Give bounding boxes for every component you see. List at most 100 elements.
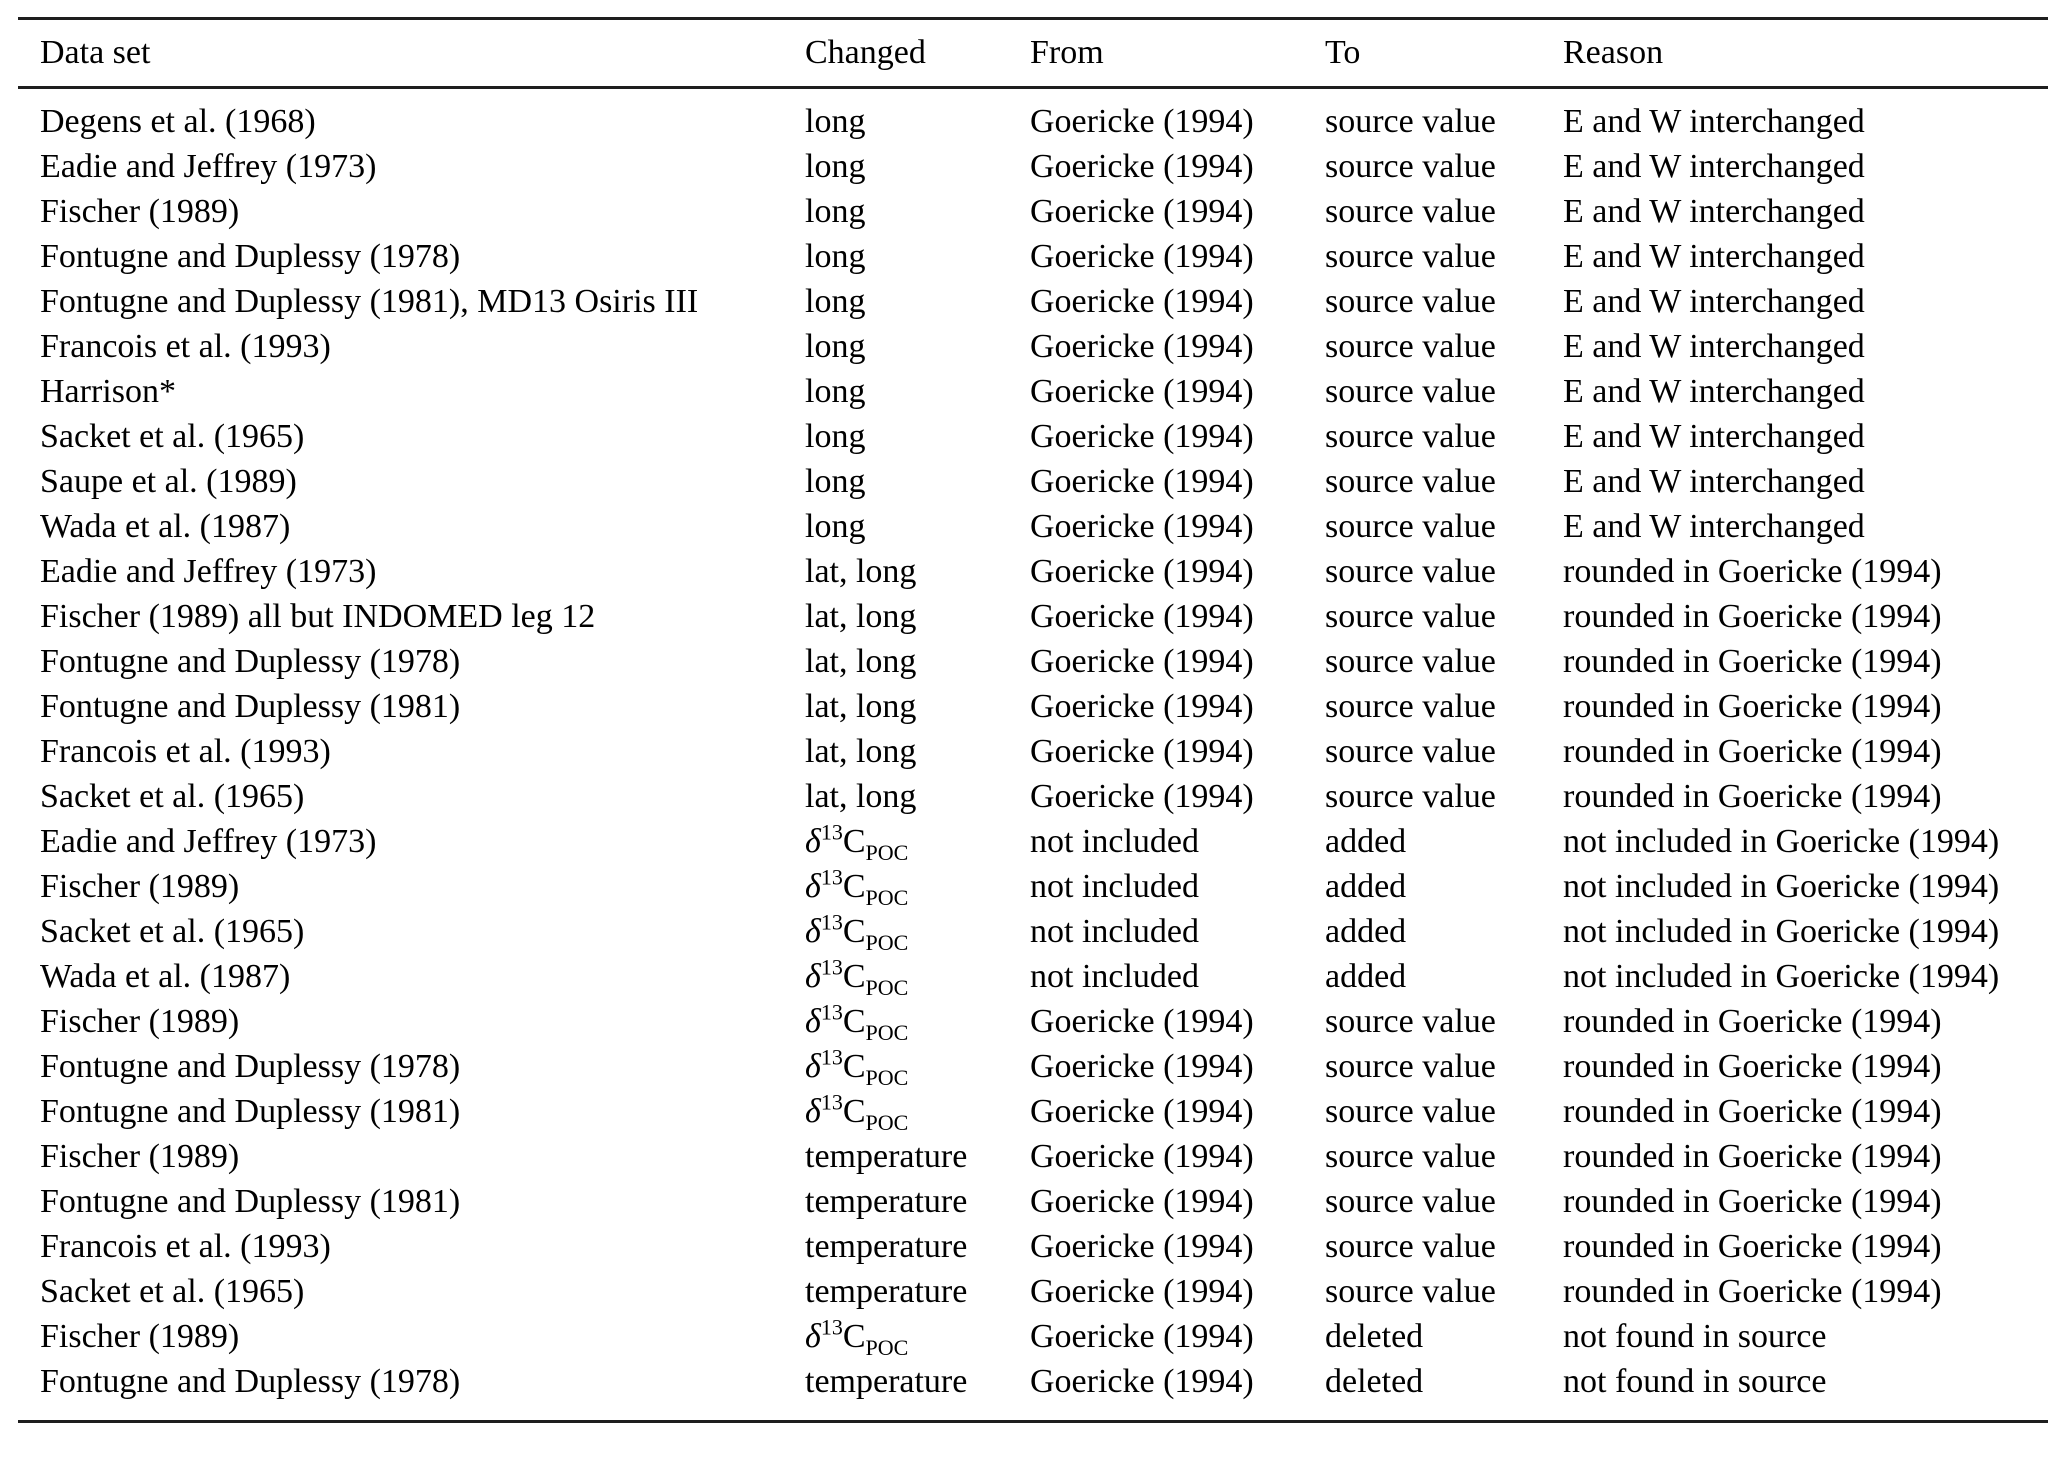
- cell-to: source value: [1325, 1138, 1496, 1175]
- table-row: Sacket et al. (1965) long Goericke (1994) s…: [18, 414, 2048, 459]
- table-row: Fontugne and Duplessy (1978) δ13CPOC Goeri…: [18, 1044, 2048, 1089]
- table-row: Fontugne and Duplessy (1981) δ13CPOC Goeri…: [18, 1089, 2048, 1134]
- cell-from: Goericke (1994): [1030, 1003, 1254, 1040]
- cell-dataset: Fontugne and Duplessy (1978): [40, 643, 461, 680]
- cell-reason: E and W interchanged: [1563, 373, 1865, 410]
- cell-changed: δ13CPOC: [805, 909, 909, 954]
- cell-to: source value: [1325, 508, 1496, 545]
- cell-changed: long: [805, 463, 866, 500]
- cell-to: source value: [1325, 553, 1496, 590]
- cell-to: source value: [1325, 238, 1496, 275]
- cell-dataset: Eadie and Jeffrey (1973): [40, 553, 377, 590]
- cell-changed: long: [805, 193, 866, 230]
- table-row: Eadie and Jeffrey (1973) δ13CPOC not inclu…: [18, 819, 2048, 864]
- table-row: Fontugne and Duplessy (1978) temperature G…: [18, 1359, 2048, 1422]
- cell-from: not included: [1030, 823, 1200, 860]
- table-row: Fontugne and Duplessy (1978) long Goericke…: [18, 234, 2048, 279]
- column-header-data-set: Data set: [40, 34, 151, 71]
- cell-changed: long: [805, 328, 866, 365]
- delta-symbol: δ: [805, 1318, 821, 1355]
- cell-changed: lat, long: [805, 688, 917, 725]
- table-row: Wada et al. (1987) δ13CPOC not included add…: [18, 954, 2048, 999]
- table-header: Data set Changed From To Reason: [18, 19, 2048, 88]
- cell-reason: rounded in Goericke (1994): [1563, 1138, 1942, 1175]
- cell-dataset: Saupe et al. (1989): [40, 463, 297, 500]
- cell-dataset: Eadie and Jeffrey (1973): [40, 148, 377, 185]
- cell-changed: temperature: [805, 1273, 968, 1310]
- table-row: Francois et al. (1993) temperature Goerick…: [18, 1224, 2048, 1269]
- cell-dataset: Fischer (1989): [40, 868, 240, 905]
- cell-to: source value: [1325, 778, 1496, 815]
- cell-changed: long: [805, 373, 866, 410]
- cell-from: not included: [1030, 958, 1200, 995]
- cell-reason: E and W interchanged: [1563, 418, 1865, 455]
- cell-reason: E and W interchanged: [1563, 328, 1865, 365]
- cell-from: Goericke (1994): [1030, 328, 1254, 365]
- cell-reason: E and W interchanged: [1563, 283, 1865, 320]
- cell-to: source value: [1325, 463, 1496, 500]
- cell-reason: rounded in Goericke (1994): [1563, 553, 1942, 590]
- table-row: Harrison* long Goericke (1994) source value…: [18, 369, 2048, 414]
- table-row: Francois et al. (1993) long Goericke (1994…: [18, 324, 2048, 369]
- cell-reason: rounded in Goericke (1994): [1563, 1093, 1942, 1130]
- delta-symbol: δ: [805, 913, 821, 950]
- cell-from: Goericke (1994): [1030, 778, 1254, 815]
- cell-reason: not included in Goericke (1994): [1563, 913, 2000, 950]
- cell-reason: rounded in Goericke (1994): [1563, 688, 1942, 725]
- cell-dataset: Fischer (1989) all but INDOMED leg 12: [40, 598, 596, 635]
- cell-reason: E and W interchanged: [1563, 103, 1865, 140]
- cell-reason: not found in source: [1563, 1363, 1827, 1400]
- delta-symbol: δ: [805, 823, 821, 860]
- cell-reason: rounded in Goericke (1994): [1563, 1228, 1942, 1265]
- cell-changed: δ13CPOC: [805, 954, 909, 999]
- cell-changed: δ13CPOC: [805, 819, 909, 864]
- column-header-changed: Changed: [805, 34, 926, 71]
- table-row: Sacket et al. (1965) temperature Goericke …: [18, 1269, 2048, 1314]
- table-row: Wada et al. (1987) long Goericke (1994) sou…: [18, 504, 2048, 549]
- cell-to: source value: [1325, 283, 1496, 320]
- cell-to: source value: [1325, 1273, 1496, 1310]
- delta-symbol: δ: [805, 1093, 821, 1130]
- table-row: Sacket et al. (1965) lat, long Goericke (1…: [18, 774, 2048, 819]
- cell-dataset: Sacket et al. (1965): [40, 778, 305, 815]
- cell-reason: E and W interchanged: [1563, 508, 1865, 545]
- cell-reason: E and W interchanged: [1563, 463, 1865, 500]
- delta-symbol: δ: [805, 1003, 821, 1040]
- cell-to: source value: [1325, 103, 1496, 140]
- table-row: Francois et al. (1993) lat, long Goericke …: [18, 729, 2048, 774]
- cell-from: Goericke (1994): [1030, 193, 1254, 230]
- cell-from: Goericke (1994): [1030, 1183, 1254, 1220]
- cell-changed: long: [805, 148, 866, 185]
- delta-symbol: δ: [805, 958, 821, 995]
- cell-changed: lat, long: [805, 733, 917, 770]
- cell-from: Goericke (1994): [1030, 1048, 1254, 1085]
- cell-changed: lat, long: [805, 598, 917, 635]
- delta-symbol: δ: [805, 868, 821, 905]
- cell-to: deleted: [1325, 1318, 1424, 1355]
- cell-changed: temperature: [805, 1363, 968, 1400]
- table-row: Eadie and Jeffrey (1973) long Goericke (19…: [18, 144, 2048, 189]
- cell-changed: temperature: [805, 1183, 968, 1220]
- header-row: Data set Changed From To Reason: [18, 19, 2048, 88]
- cell-dataset: Sacket et al. (1965): [40, 913, 305, 950]
- cell-to: added: [1325, 958, 1407, 995]
- cell-to: source value: [1325, 1093, 1496, 1130]
- cell-reason: E and W interchanged: [1563, 148, 1865, 185]
- cell-reason: not included in Goericke (1994): [1563, 958, 2000, 995]
- cell-to: source value: [1325, 328, 1496, 365]
- cell-from: not included: [1030, 868, 1200, 905]
- cell-reason: rounded in Goericke (1994): [1563, 1003, 1942, 1040]
- table-row: Sacket et al. (1965) δ13CPOC not included a…: [18, 909, 2048, 954]
- table-row: Fischer (1989) long Goericke (1994) source …: [18, 189, 2048, 234]
- cell-dataset: Sacket et al. (1965): [40, 418, 305, 455]
- cell-reason: rounded in Goericke (1994): [1563, 733, 1942, 770]
- cell-dataset: Fischer (1989): [40, 1003, 240, 1040]
- cell-from: Goericke (1994): [1030, 598, 1254, 635]
- table-row: Eadie and Jeffrey (1973) lat, long Goerick…: [18, 549, 2048, 594]
- cell-from: Goericke (1994): [1030, 283, 1254, 320]
- cell-dataset: Francois et al. (1993): [40, 733, 331, 770]
- cell-to: source value: [1325, 148, 1496, 185]
- table-row: Fischer (1989) temperature Goericke (1994)…: [18, 1134, 2048, 1179]
- cell-to: added: [1325, 868, 1407, 905]
- cell-to: added: [1325, 913, 1407, 950]
